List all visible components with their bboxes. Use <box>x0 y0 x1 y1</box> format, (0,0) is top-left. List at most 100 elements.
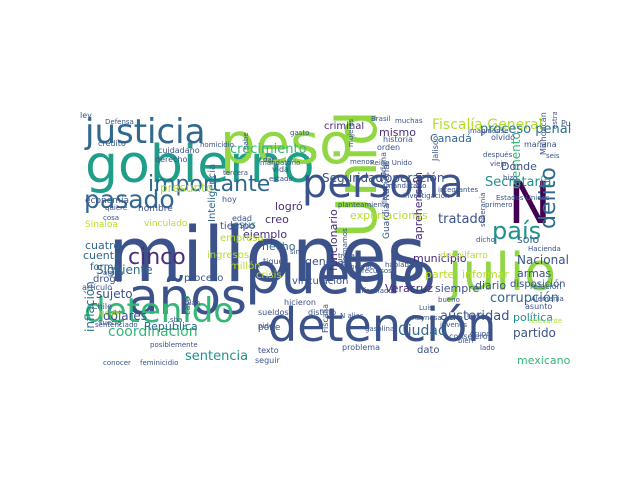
word-proceso: proceso <box>184 273 224 284</box>
word-crecimiento: crecimiento <box>230 142 307 157</box>
word-importante: importante <box>148 172 271 197</box>
word-parte: parte <box>425 268 455 281</box>
word-diario: diario <box>475 279 507 292</box>
word-secretaria: Secretaría <box>485 175 552 190</box>
word-sueldos: sueldos <box>258 308 289 317</box>
word-vinculacion: vinculación <box>292 276 349 287</box>
word-michoacan: Michoacán <box>539 112 548 155</box>
word-mandatorio: mandatorio <box>260 159 301 167</box>
word-disposicion: disposición <box>510 279 566 290</box>
word-estados-unidos: Estados Unidos <box>496 194 550 202</box>
word-suecia: Suecia <box>98 319 122 327</box>
word-reynosa: Reynosa <box>412 314 442 322</box>
word-pais: país <box>492 217 542 245</box>
word-primero: primero <box>485 201 513 209</box>
word-informar: informar <box>462 268 509 281</box>
word-sentenciado: sentenciado <box>95 321 138 329</box>
word-edad: edad <box>232 214 252 223</box>
word-julio: julio <box>448 243 557 303</box>
word-informado: informado <box>357 287 393 295</box>
word-problema: problema <box>342 343 381 352</box>
word-ingresos: ingresos <box>207 250 250 261</box>
word-sujeto: sujeto <box>96 287 133 301</box>
word-orden: orden <box>377 143 401 152</box>
word-jesus: Jesús <box>230 220 256 231</box>
word-conocer: conocer <box>103 359 131 367</box>
word-general: general <box>305 255 347 268</box>
word-tercera: tercera <box>223 169 249 177</box>
word-proceso-penal: proceso penal <box>480 122 571 137</box>
word-chile: Chile <box>92 302 113 311</box>
word-cuidadano: cuidadano <box>158 146 200 155</box>
word-dar: dar <box>263 156 275 164</box>
word-bien: bien <box>458 337 474 345</box>
word-siguiente: Siguiente <box>96 263 153 277</box>
word-economia: economía <box>85 196 129 206</box>
word-forma: forma <box>90 262 120 273</box>
word-asunto: asunto <box>525 302 553 311</box>
word-vieja: vieja <box>490 160 507 168</box>
word-hizo: hizo <box>503 174 518 182</box>
word-cosa: cosa <box>103 214 120 222</box>
word-cloud: millones gobierno Unido peso persona pueblo de… <box>80 112 571 371</box>
word-exportaciones: exportaciones <box>350 209 428 222</box>
word-quiere: quiere <box>105 204 128 212</box>
word-solo: solo <box>517 233 540 246</box>
word-brasil: Brasil <box>371 115 391 123</box>
word-justicia: justicia <box>85 112 206 152</box>
word-seguir: seguir <box>255 356 280 365</box>
word-soberania: soberanía <box>479 192 487 227</box>
word-cuatro: cuatro <box>85 239 121 252</box>
word-dicho: dicho <box>476 236 495 244</box>
word-inteligencia: Inteligencia <box>207 163 218 222</box>
word-mismo: mismo <box>379 126 416 139</box>
word-tratado: tratado <box>438 212 486 227</box>
word-estado: estado <box>269 175 293 183</box>
word-cinco: cinco <box>128 245 186 270</box>
word-grupo: grupo <box>470 330 491 338</box>
word-homicidio: homicidio <box>200 141 234 149</box>
word-ejemplo: ejemplo <box>243 228 288 241</box>
word-crisis: crisis <box>256 270 282 281</box>
word-creo: creo <box>265 213 289 226</box>
word-droga: droga <box>93 274 122 285</box>
word-n-alias: N alias <box>340 312 364 320</box>
word-corrupcion: corrupción <box>490 291 560 306</box>
word-alemania: Alemania <box>531 295 564 303</box>
word-democracia: democracia <box>339 263 380 271</box>
word-detenido: detenido <box>84 291 235 331</box>
word-despues: después <box>483 151 513 159</box>
word-gasto: gasto <box>290 129 310 137</box>
word-vinculado: vinculado <box>144 219 188 229</box>
word-nacional: Nacional <box>517 253 569 267</box>
word-seis: seis <box>546 152 560 160</box>
word-municipio: municipio <box>413 252 467 265</box>
word-hablaba: hablaba <box>385 261 414 269</box>
word-pasado: pasado <box>84 185 175 214</box>
word-gente: gente <box>100 309 121 317</box>
word-millon: millón <box>230 261 261 272</box>
word-hoy: hoy <box>222 195 237 204</box>
word-gasolina: gasolina <box>365 325 395 333</box>
word-defensa: Defensa <box>105 118 134 126</box>
word-derecho: derecho <box>155 155 188 164</box>
word-vida: vida <box>272 165 289 174</box>
word-planteamiento: planteamiento <box>338 201 389 209</box>
word-recursos: recursos <box>362 267 392 275</box>
word-informamos: informamos <box>341 228 349 270</box>
word-tigue: tigue <box>263 257 284 266</box>
word-empresa: empresa <box>220 233 264 244</box>
word-ley: ley <box>80 112 92 120</box>
word-sino: sino <box>290 248 305 256</box>
word-ciudad: Ciudad <box>398 323 447 339</box>
word-tiempo: tiempo <box>220 221 256 232</box>
word-luis: Luis <box>419 304 433 312</box>
word-relacion: relación <box>530 282 562 291</box>
word-fiscalia-general: Fiscalía General <box>432 117 543 133</box>
word-veracruz: Veracruz <box>385 282 434 295</box>
word-articulo: artículo <box>82 283 113 292</box>
word-sba: sba <box>170 316 183 324</box>
word-relevante: relevante <box>529 317 563 325</box>
word-integrantes: integrantes <box>438 186 479 194</box>
word-jovenes: jóvenes <box>440 321 468 329</box>
